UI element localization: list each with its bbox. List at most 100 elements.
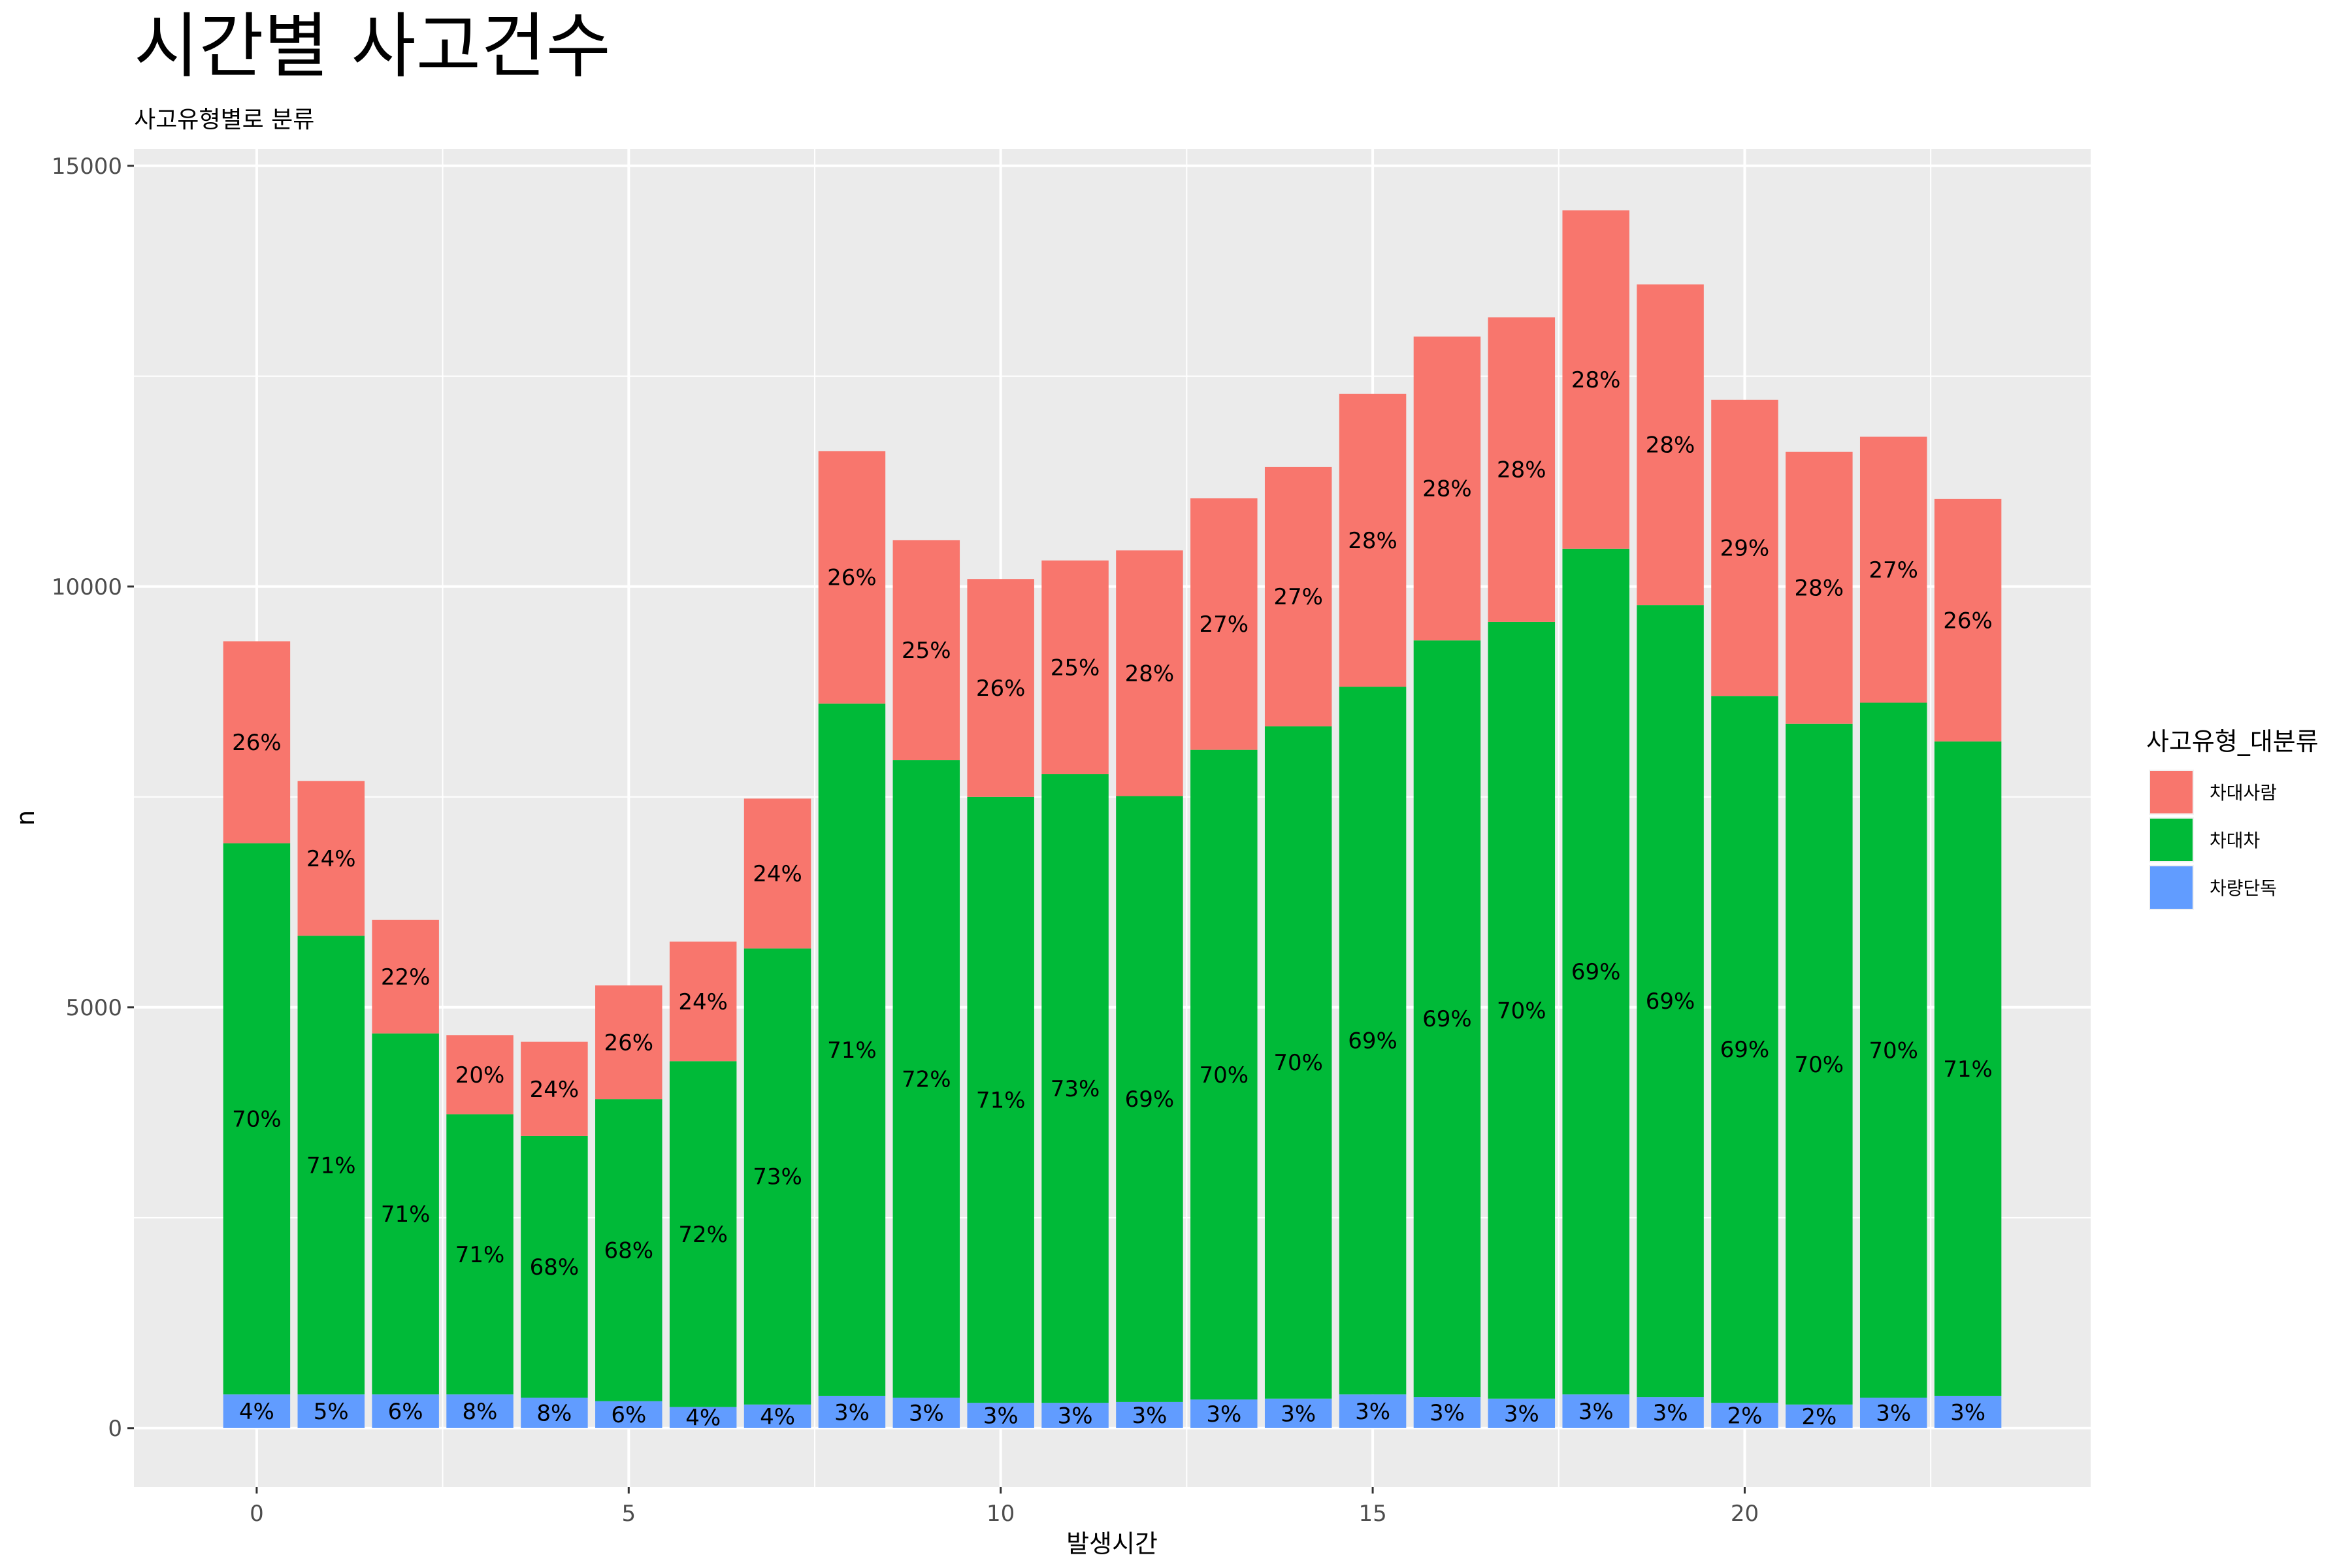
bar-value-label: 22% <box>381 964 431 990</box>
bar-value-label: 26% <box>232 730 282 756</box>
bar-segment <box>1859 702 1927 1398</box>
bar-segment <box>892 760 960 1398</box>
bar-segment <box>1041 1403 1109 1428</box>
bar-segment <box>1116 796 1183 1402</box>
bar-segment <box>967 579 1034 797</box>
legend-swatch <box>2150 771 2193 813</box>
x-tick-label: 15 <box>1358 1501 1386 1527</box>
bar-segment <box>1934 741 2002 1396</box>
bar-segment <box>967 796 1034 1403</box>
bar-segment <box>1116 1401 1183 1428</box>
bar-value-label: 26% <box>827 565 877 591</box>
legend-title: 사고유형_대분류 <box>2146 727 2319 756</box>
bar-value-label: 28% <box>1497 457 1546 483</box>
bar-segment <box>669 1061 737 1407</box>
bar-value-label: 2% <box>1801 1404 1837 1430</box>
bar-value-label: 3% <box>1950 1399 1985 1426</box>
x-axis: 0 5 10 15 20 <box>250 1487 1759 1527</box>
bar-value-label: 24% <box>678 989 728 1015</box>
bar-segment <box>1637 1397 1704 1428</box>
bar-value-label: 29% <box>1720 536 1770 562</box>
bar-segment <box>1413 640 1481 1397</box>
legend-label: 차대사람 <box>2210 782 2277 804</box>
bar-segment <box>1413 336 1481 641</box>
chart-subtitle: 사고유형별로 분류 <box>134 106 314 133</box>
bar-value-label: 70% <box>1869 1038 1918 1064</box>
bar-value-label: 3% <box>1876 1401 1911 1427</box>
bar-value-label: 3% <box>1281 1401 1316 1427</box>
bar-segment <box>1711 696 1778 1403</box>
bar-value-label: 8% <box>463 1399 498 1425</box>
bar-segment <box>1488 317 1556 622</box>
y-tick-label: 15000 <box>52 154 122 180</box>
bar-value-label: 3% <box>1132 1403 1167 1429</box>
y-tick-label: 10000 <box>52 574 122 600</box>
bar-segment <box>521 1041 588 1136</box>
bar-value-label: 26% <box>604 1030 654 1056</box>
x-axis-title: 발생시간 <box>1066 1529 1158 1558</box>
bar-segment <box>297 1394 365 1428</box>
bar-segment <box>818 451 886 704</box>
chart-title: 시간별 사고건수 <box>134 6 611 88</box>
bar-segment <box>297 781 365 936</box>
legend-label: 차량단독 <box>2210 877 2277 899</box>
bar-value-label: 28% <box>1646 433 1695 459</box>
bar-value-label: 6% <box>611 1402 646 1428</box>
x-tick-label: 10 <box>987 1501 1015 1527</box>
bar-segment <box>1711 1403 1778 1428</box>
bar-value-label: 72% <box>678 1222 728 1248</box>
bar-segment <box>297 936 365 1395</box>
bar-value-label: 68% <box>604 1237 654 1264</box>
bar-value-label: 69% <box>1571 959 1621 985</box>
bar-value-label: 68% <box>530 1254 580 1281</box>
bar-value-label: 26% <box>1943 608 1993 634</box>
bar-segment <box>223 843 291 1395</box>
bar-segment <box>743 1404 811 1428</box>
bar-segment <box>446 1394 514 1428</box>
bar-segment <box>521 1397 588 1428</box>
bar-value-label: 24% <box>530 1077 580 1103</box>
bar-value-label: 3% <box>909 1401 944 1427</box>
bar-value-label: 27% <box>1869 557 1918 583</box>
bar-value-label: 3% <box>1653 1400 1688 1426</box>
bar-segment <box>1786 723 1853 1405</box>
bar-segment <box>1637 284 1704 606</box>
bar-value-label: 3% <box>1429 1400 1465 1426</box>
bars <box>223 210 2002 1428</box>
bar-segment <box>372 919 439 1034</box>
bar-value-label: 28% <box>1795 576 1844 602</box>
bar-segment <box>223 641 291 843</box>
bar-segment <box>1339 687 1407 1395</box>
bar-segment <box>1339 1394 1407 1428</box>
bar-value-label: 71% <box>1943 1056 1993 1083</box>
bar-value-label: 20% <box>455 1062 505 1088</box>
bar-value-label: 27% <box>1200 612 1249 638</box>
bar-value-label: 3% <box>1578 1399 1614 1425</box>
bar-segment <box>743 948 811 1405</box>
bar-value-label: 73% <box>1051 1076 1100 1102</box>
bar-segment <box>223 1394 291 1428</box>
bar-segment <box>446 1035 514 1115</box>
bar-segment <box>1786 1404 1853 1428</box>
bar-segment <box>1711 399 1778 696</box>
bar-value-label: 3% <box>834 1399 870 1426</box>
legend-swatch <box>2150 819 2193 861</box>
bar-segment <box>1859 1397 1927 1428</box>
bar-segment <box>1488 1398 1556 1428</box>
y-axis-title: n <box>11 810 40 826</box>
bar-segment <box>1264 466 1332 727</box>
bar-value-label: 8% <box>536 1401 572 1427</box>
bar-value-label: 5% <box>314 1399 349 1425</box>
bar-value-label: 25% <box>1051 655 1100 681</box>
bar-segment <box>1339 393 1407 687</box>
bar-segment <box>372 1033 439 1395</box>
x-tick-label: 0 <box>250 1501 264 1527</box>
bar-value-label: 70% <box>1795 1052 1844 1078</box>
bar-value-label: 69% <box>1646 988 1695 1015</box>
bar-value-label: 4% <box>239 1399 274 1425</box>
bar-segment <box>1413 1397 1481 1428</box>
bar-value-label: 2% <box>1727 1403 1762 1429</box>
bar-value-label: 71% <box>455 1242 505 1268</box>
